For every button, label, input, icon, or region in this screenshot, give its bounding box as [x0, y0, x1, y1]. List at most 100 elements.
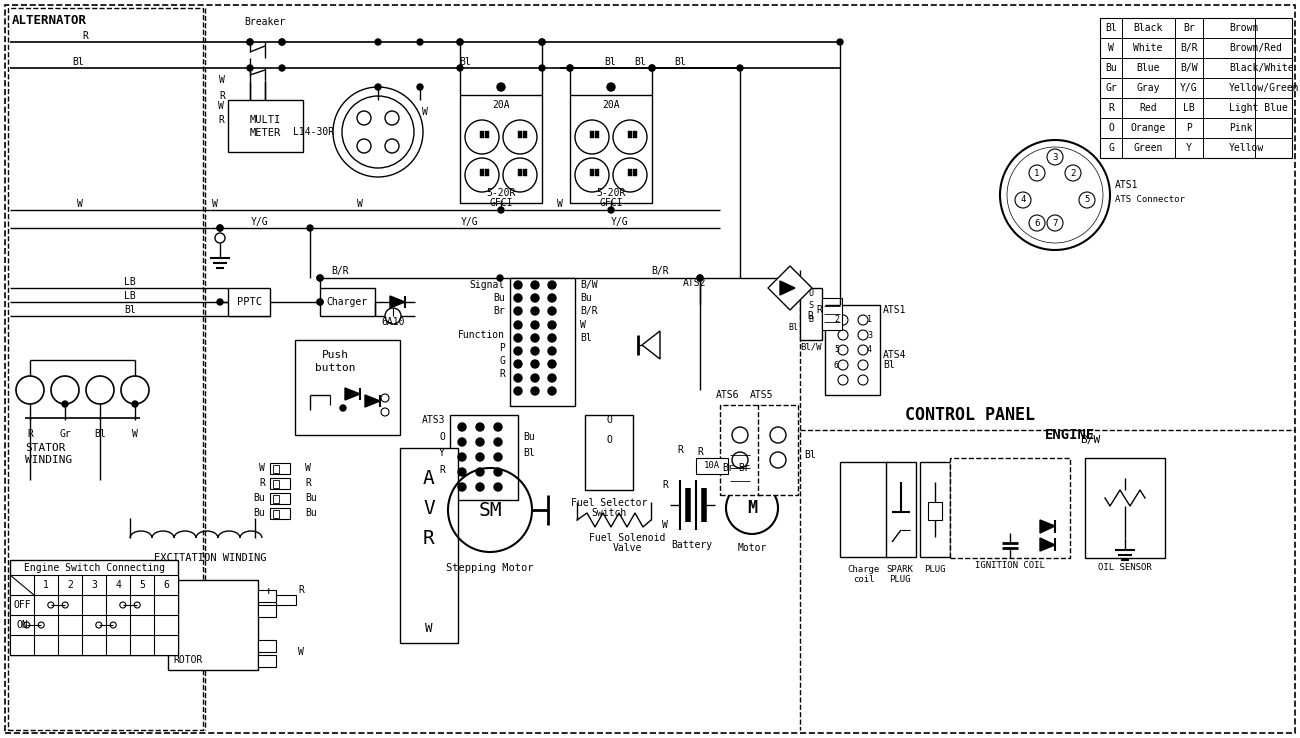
Text: O: O	[439, 432, 445, 442]
Text: Gray: Gray	[1136, 83, 1160, 93]
Text: PPTC: PPTC	[237, 297, 261, 307]
Text: LB: LB	[1183, 103, 1195, 113]
Circle shape	[417, 84, 422, 90]
Text: SPARK: SPARK	[887, 565, 914, 574]
Text: O: O	[606, 415, 612, 425]
Bar	[633, 131, 637, 138]
Bar	[485, 131, 489, 138]
Circle shape	[1030, 215, 1045, 231]
Circle shape	[307, 225, 313, 231]
Text: O: O	[1108, 123, 1114, 133]
Text: R: R	[439, 465, 445, 475]
Bar	[928, 502, 942, 520]
Bar	[273, 465, 280, 473]
Bar	[595, 131, 599, 138]
Circle shape	[458, 468, 465, 476]
Circle shape	[530, 321, 540, 329]
Polygon shape	[1040, 538, 1056, 551]
Circle shape	[458, 39, 463, 45]
Circle shape	[497, 83, 504, 91]
Circle shape	[514, 281, 523, 289]
Text: 6: 6	[1035, 218, 1040, 227]
Text: 5: 5	[835, 345, 838, 354]
Circle shape	[530, 294, 540, 302]
Text: O: O	[606, 435, 612, 445]
Text: W: W	[662, 520, 668, 530]
Text: Brown/Red: Brown/Red	[1228, 43, 1282, 53]
Text: W: W	[580, 320, 586, 330]
Text: Black: Black	[1134, 23, 1162, 33]
Circle shape	[476, 423, 484, 431]
Text: 20A: 20A	[602, 100, 620, 110]
Text: 10A: 10A	[703, 461, 720, 471]
Text: Signal: Signal	[469, 280, 504, 290]
Circle shape	[567, 65, 573, 71]
Text: ROTOR: ROTOR	[173, 655, 203, 665]
Circle shape	[1065, 165, 1082, 181]
Circle shape	[476, 483, 484, 491]
Bar	[569, 95, 653, 203]
Text: 6: 6	[835, 360, 838, 370]
Text: WINDING: WINDING	[25, 455, 73, 465]
Text: W: W	[306, 463, 311, 473]
Text: B/R: B/R	[1180, 43, 1197, 53]
Text: Bl: Bl	[580, 333, 592, 343]
Text: L14-30R: L14-30R	[292, 127, 334, 137]
Text: White: White	[1134, 43, 1162, 53]
Circle shape	[837, 39, 842, 45]
Text: R: R	[306, 478, 311, 488]
Circle shape	[649, 65, 655, 71]
Circle shape	[530, 281, 540, 289]
Text: ATS3: ATS3	[421, 415, 445, 425]
Text: Y/G: Y/G	[1180, 83, 1197, 93]
Text: Gr: Gr	[1105, 83, 1117, 93]
Text: Engine Switch Connecting: Engine Switch Connecting	[23, 563, 165, 573]
Text: R: R	[259, 478, 265, 488]
Text: W: W	[220, 75, 225, 85]
Bar	[400, 448, 458, 643]
Text: B: B	[809, 314, 814, 323]
Text: B/W: B/W	[580, 280, 598, 290]
Text: Bl: Bl	[72, 57, 84, 67]
Bar	[480, 169, 484, 176]
Text: 5-20R: 5-20R	[486, 188, 516, 198]
Text: Bu: Bu	[254, 493, 265, 503]
Bar	[822, 298, 842, 330]
Circle shape	[514, 360, 523, 368]
Circle shape	[1030, 165, 1045, 181]
Text: G: G	[1108, 143, 1114, 153]
Bar	[485, 169, 489, 176]
Bar	[227, 288, 270, 316]
Text: Red: Red	[1139, 103, 1157, 113]
Text: METER: METER	[250, 128, 281, 138]
Text: R: R	[220, 91, 225, 101]
Text: Bl: Bl	[604, 57, 616, 67]
Text: 5: 5	[139, 580, 144, 590]
Text: CONTROL PANEL: CONTROL PANEL	[905, 406, 1035, 424]
Circle shape	[697, 275, 703, 281]
Circle shape	[62, 401, 68, 407]
Text: R: R	[807, 311, 812, 321]
Bar	[273, 495, 280, 503]
Circle shape	[549, 334, 556, 342]
Text: 6A10: 6A10	[381, 317, 404, 327]
Text: Yellow: Yellow	[1228, 143, 1264, 153]
Text: B/R: B/R	[651, 266, 668, 276]
Bar	[227, 100, 303, 152]
Circle shape	[476, 438, 484, 446]
Text: 3: 3	[1052, 153, 1058, 162]
Circle shape	[540, 39, 545, 45]
Text: 2: 2	[835, 316, 838, 325]
Circle shape	[530, 374, 540, 382]
Circle shape	[374, 84, 381, 90]
Bar	[257, 605, 276, 617]
Polygon shape	[1040, 520, 1056, 533]
Circle shape	[217, 225, 224, 231]
Text: R: R	[1108, 103, 1114, 113]
Text: 20A: 20A	[493, 100, 510, 110]
Text: R: R	[793, 289, 798, 297]
Bar	[628, 131, 632, 138]
Text: Bl: Bl	[675, 57, 686, 67]
Text: PLUG: PLUG	[889, 576, 911, 584]
Circle shape	[458, 438, 465, 446]
